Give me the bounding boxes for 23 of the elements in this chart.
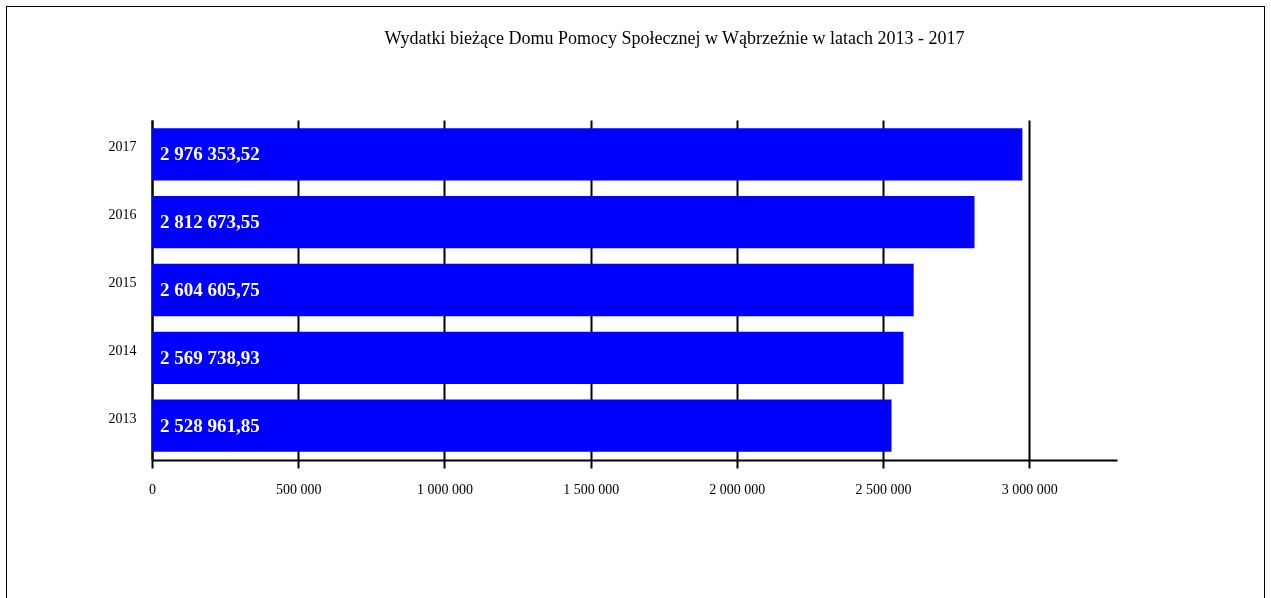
x-tick-label: 3 000 000 (1001, 481, 1058, 497)
data-label: 2 976 353,52 (160, 143, 260, 165)
data-label: 2 604 605,75 (160, 279, 260, 300)
y-tick-label: 2013 (108, 410, 137, 426)
x-tick-label: 1 500 000 (563, 481, 620, 497)
x-tick-label: 2 500 000 (855, 481, 912, 497)
data-label: 2 528 961,85 (160, 414, 260, 436)
y-tick-label: 2015 (108, 275, 137, 290)
x-tick-label: 0 (149, 481, 156, 497)
bar (152, 263, 914, 317)
data-label: 2 569 738,93 (160, 346, 260, 368)
bar (152, 196, 975, 249)
bar (152, 399, 892, 452)
y-tick-label: 2016 (108, 207, 137, 223)
x-tick-label: 500 000 (275, 481, 322, 497)
x-tick-label: 2 000 000 (709, 481, 766, 497)
chart-title: Wydatki bieżące Domu Pomocy Społecznej w Wąbrzeźnie w latach 2013 - 2017 (384, 28, 965, 48)
x-tick-label: 1 000 000 (416, 481, 473, 497)
bar (152, 331, 904, 384)
y-tick-label: 2017 (108, 139, 137, 155)
bar (152, 128, 1023, 181)
y-tick-label: 2014 (108, 342, 137, 358)
data-label: 2 812 673,55 (160, 211, 260, 233)
